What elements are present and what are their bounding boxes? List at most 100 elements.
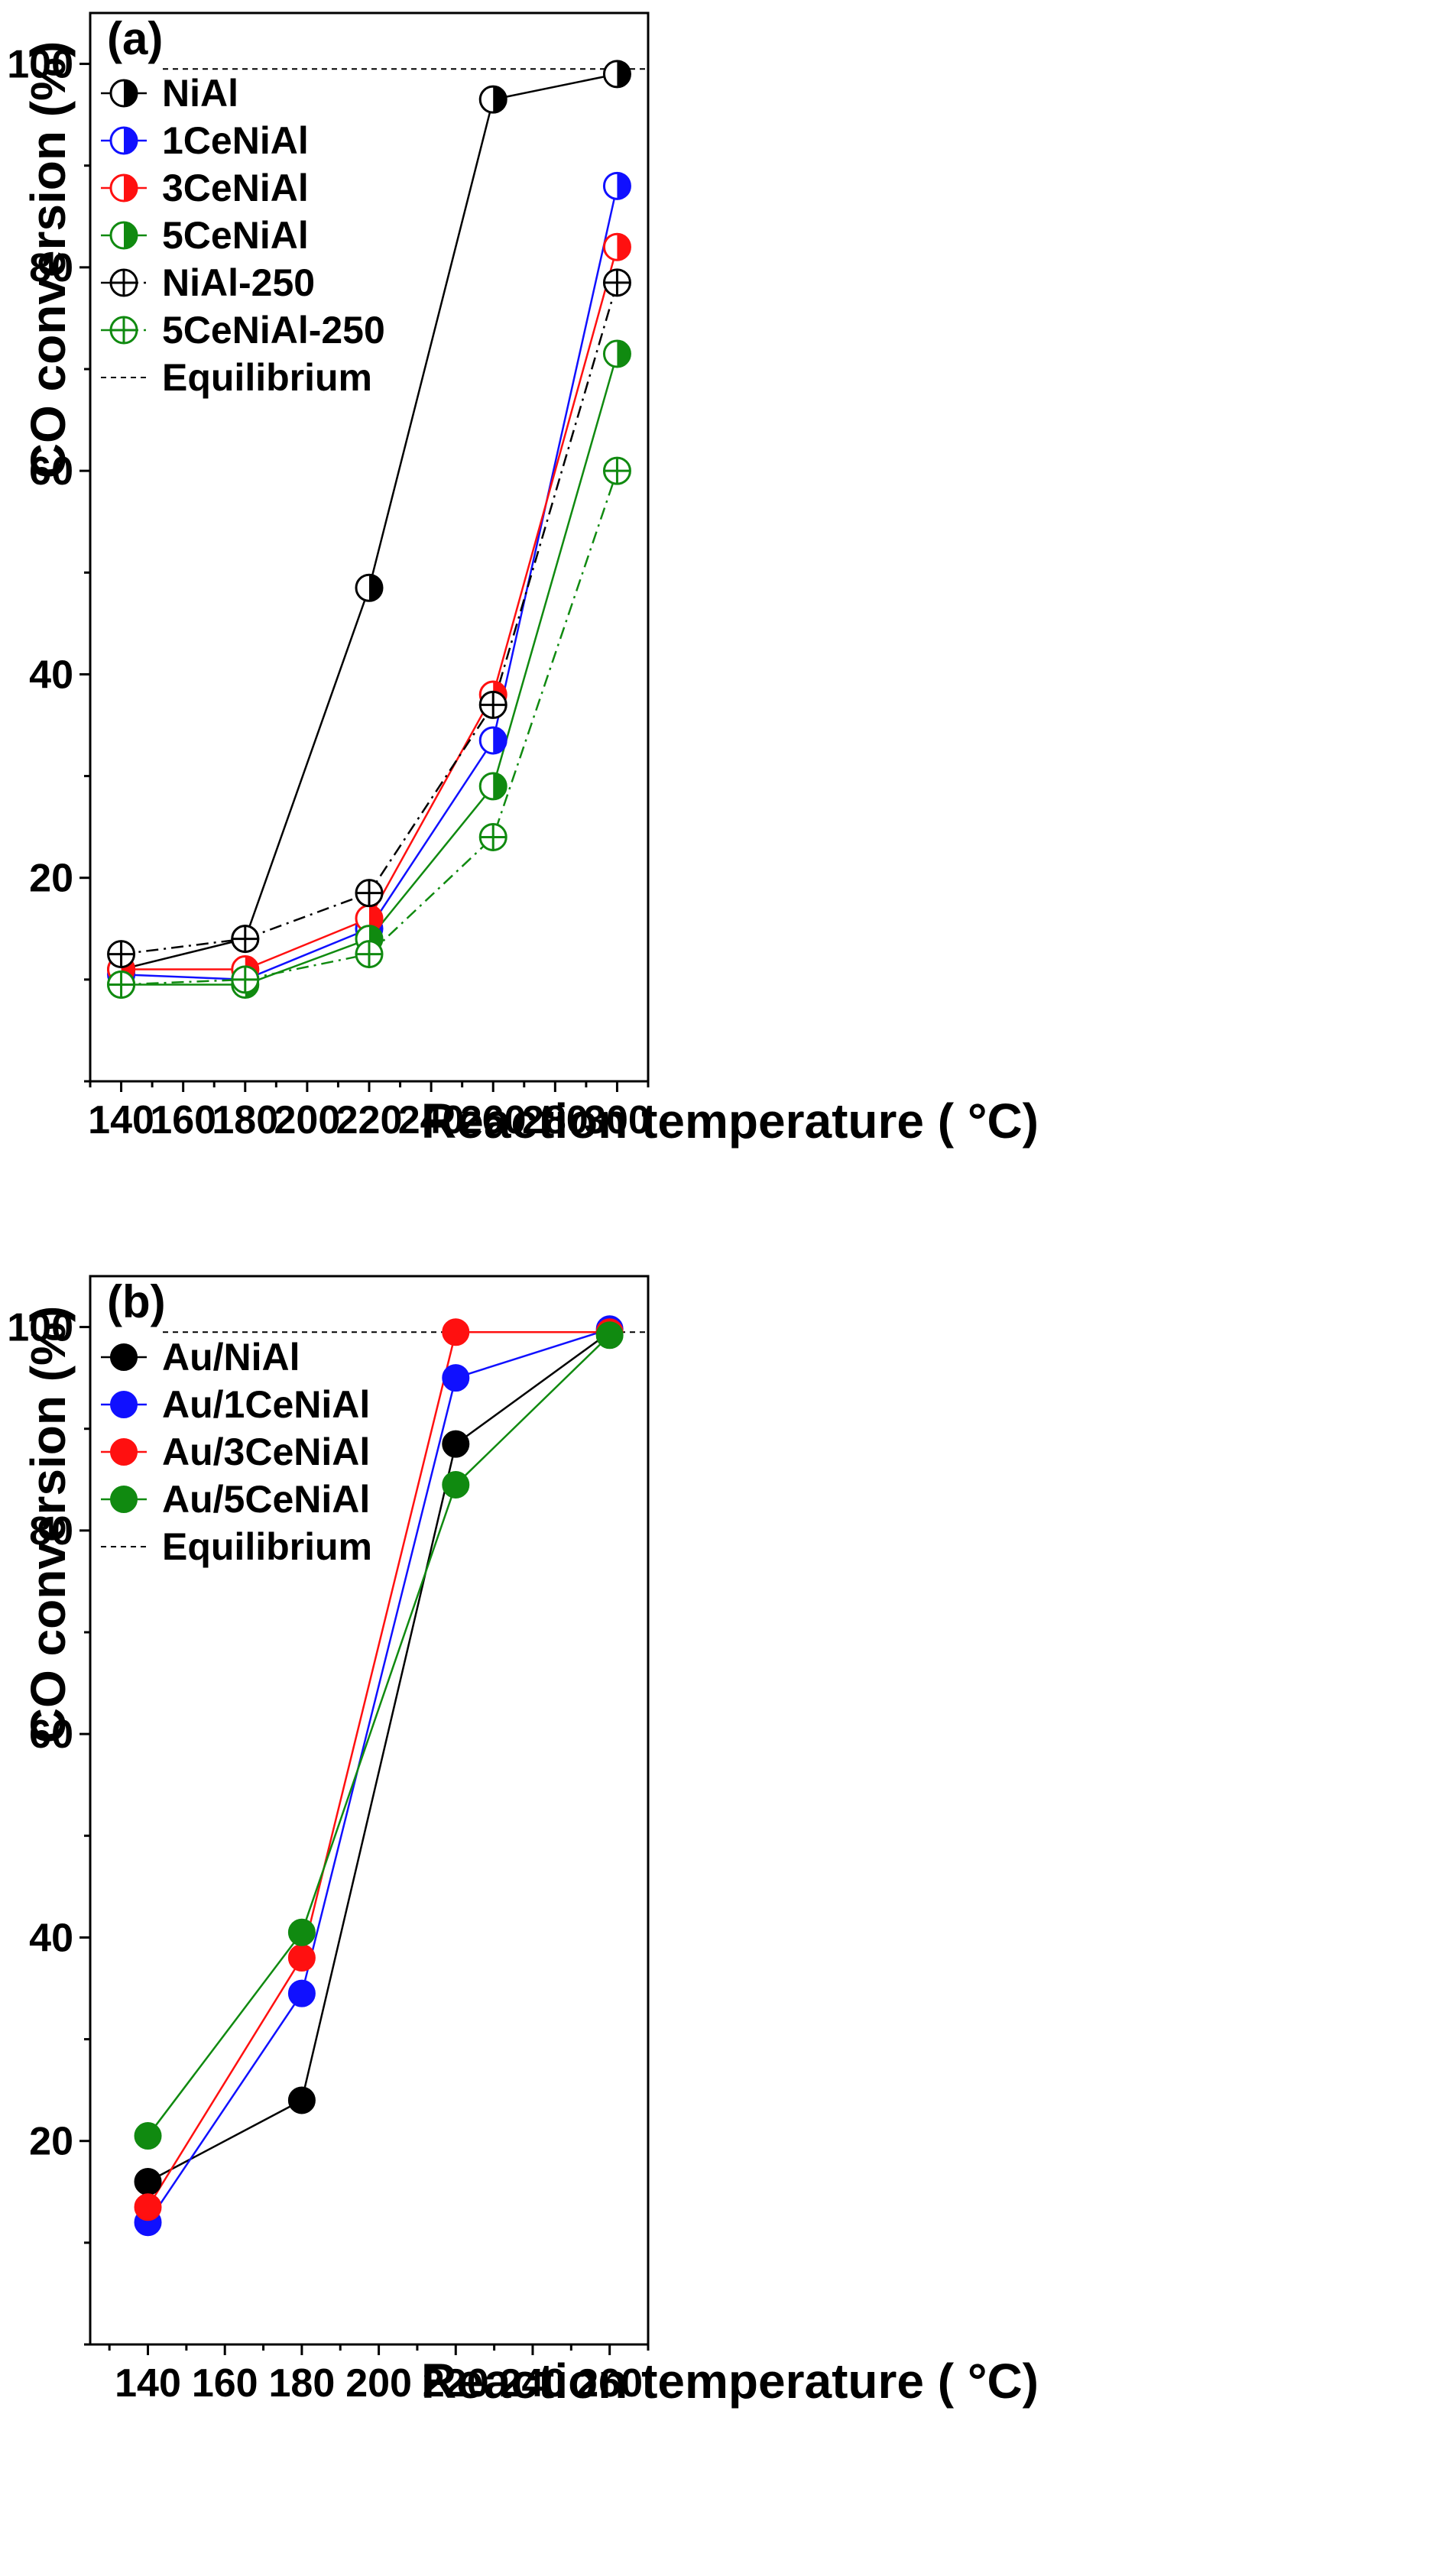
panel-a-y-axis-title: CO conversion (%) xyxy=(21,41,76,479)
panel-b-series-line-au-5cenial xyxy=(147,1334,611,2137)
panel-a-ytick-label-20: 20 xyxy=(29,857,73,901)
panel-a-point-5cenial-300 xyxy=(602,339,631,368)
panel-b-point-au-nial-180 xyxy=(287,2086,316,2114)
panel-b-legend-item-au-3cenial: Au/3CeNiAl xyxy=(101,1431,370,1473)
panel-b-legend-label-au-5cenial: Au/5CeNiAl xyxy=(162,1478,370,1521)
panel-a-xtick-label-160: 160 xyxy=(150,1098,216,1142)
panel-a-xtick-label-140: 140 xyxy=(88,1098,154,1142)
panel-a-point-nial-300 xyxy=(602,60,631,89)
panel-b-legend-label-au-1cenial: Au/1CeNiAl xyxy=(162,1383,370,1426)
legend-marker-au-5cenial xyxy=(110,1486,138,1513)
panel-a-point-nial-250-140 xyxy=(107,940,136,969)
panel-b-legend-item-au-5cenial: Au/5CeNiAl xyxy=(101,1478,370,1521)
panel-b-frame xyxy=(89,1275,650,2346)
panel-a-ytick-label-60: 60 xyxy=(29,449,73,494)
panel-b-point-au-5cenial-220 xyxy=(442,1470,470,1499)
panel-b-point-au-5cenial-180 xyxy=(287,1918,316,1946)
panel-a-point-5cenial-260 xyxy=(478,772,507,801)
legend-marker-au-3cenial xyxy=(110,1438,138,1466)
panel-b-y-axis-title: CO conversion (%) xyxy=(21,1306,76,1744)
panel-a-point-nial-260 xyxy=(478,85,507,114)
panel-b-series-line-au-1cenial xyxy=(147,1328,611,2223)
panel-a-legend-item-equilibrium: Equilibrium xyxy=(101,356,372,399)
panel-b-point-au-3cenial-180 xyxy=(287,1944,316,1972)
panel-b-ytick-label-60: 60 xyxy=(29,1712,73,1757)
panel-b-legend-label-au-3cenial: Au/3CeNiAl xyxy=(162,1431,370,1473)
panel-b-plot-area: 140 160 180 200 220 240 26020406080100Au/NiAlA… xyxy=(7,1275,650,2406)
panel-a-xtick-label-300: 300 xyxy=(584,1098,650,1142)
panel-b-x-axis-title: Reaction temperature ( °C) xyxy=(421,2354,1039,2409)
panel-b-legend-label-equilibrium: Equilibrium xyxy=(162,1525,372,1568)
panel-b-legend-item-equilibrium: Equilibrium xyxy=(101,1525,372,1568)
legend-marker-5cenial xyxy=(109,221,138,250)
panel-b-series-line-au-nial xyxy=(147,1331,611,2183)
panel-a-legend-label-5cenial-250: 5CeNiAl-250 xyxy=(162,309,385,352)
panel-a-legend-label-1cenial: 1CeNiAl xyxy=(162,119,309,162)
legend-marker-nial xyxy=(109,79,138,108)
legend-marker-5cenial-250 xyxy=(109,316,138,345)
panel-a-legend-item-3cenial: 3CeNiAl xyxy=(101,167,309,209)
panel-b-point-au-nial-140 xyxy=(134,2167,162,2195)
legend-marker-au-1cenial xyxy=(110,1391,138,1418)
panel-a-point-nial-250-300 xyxy=(602,268,631,297)
panel-a-point-1cenial-260 xyxy=(478,726,507,755)
panel-b-ytick-label-20: 20 xyxy=(29,2120,73,2164)
panel-a-legend-label-3cenial: 3CeNiAl xyxy=(162,167,309,209)
legend-marker-au-nial xyxy=(110,1343,138,1371)
panel-a-legend-item-5cenial-250: 5CeNiAl-250 xyxy=(101,309,385,352)
panel-a-xtick-label-280: 280 xyxy=(522,1098,589,1142)
panel-a-point-nial-220 xyxy=(355,573,384,602)
panel-b-ytick-label-80: 80 xyxy=(29,1509,73,1554)
panel-a-point-5cenial-250-220 xyxy=(355,940,384,969)
panel-b-xtick-label-140: 140 xyxy=(115,2361,181,2406)
panel-b-xtick-label-160: 160 xyxy=(192,2361,258,2406)
panel-a-ytick-label-100: 100 xyxy=(7,43,73,87)
panel-a-legend-item-5cenial: 5CeNiAl xyxy=(101,214,309,257)
panel-b-ytick-label-40: 40 xyxy=(29,1916,73,1960)
panel-a-point-5cenial-250-140 xyxy=(107,970,136,1000)
panel-a-xtick-label-180: 180 xyxy=(212,1098,278,1142)
panel-a-legend-label-5cenial: 5CeNiAl xyxy=(162,214,309,257)
panel-a-series-line-5cenial-250 xyxy=(121,470,618,986)
panel-a-legend-item-1cenial: 1CeNiAl xyxy=(101,119,309,162)
panel-a-point-nial-250-220 xyxy=(355,879,384,908)
panel-a-legend-item-nial-250: NiAl-250 xyxy=(101,261,315,304)
panel-b-point-au-5cenial-140 xyxy=(134,2122,162,2150)
panel-a-xtick-label-220: 220 xyxy=(336,1098,403,1142)
panel-a: (a) 140160180200220240260280300204060801… xyxy=(7,11,1039,1149)
panel-a-ytick-label-40: 40 xyxy=(29,653,73,697)
panel-b-xtick-label-260: 260 xyxy=(576,2361,643,2406)
legend-marker-3cenial xyxy=(109,173,138,203)
panel-b: (b) 140 160 180 200 220 240 260 20 40 60 80 100 Au/N… xyxy=(7,1275,1039,2409)
panel-b-xtick-label-240: 240 xyxy=(500,2361,566,2406)
panel-a-xtick-label-240: 240 xyxy=(398,1098,465,1142)
panel-b-legend-item-au-1cenial: Au/1CeNiAl xyxy=(101,1383,370,1426)
panel-b-label: (b) xyxy=(107,1276,166,1327)
panel-a-legend-label-nial: NiAl xyxy=(162,72,238,115)
panel-b-point-au-1cenial-180 xyxy=(287,1979,316,2007)
panel-b-xtick-label-220: 220 xyxy=(423,2361,489,2406)
panel-a-point-3cenial-300 xyxy=(602,232,631,261)
panel-a-xtick-label-200: 200 xyxy=(274,1098,341,1142)
legend-marker-nial-250 xyxy=(109,268,138,297)
panel-a-point-5cenial-250-260 xyxy=(478,822,507,851)
panel-b-point-au-nial-220 xyxy=(442,1430,470,1458)
panel-b-xtick-label-180: 180 xyxy=(269,2361,336,2406)
panel-a-point-5cenial-250-300 xyxy=(602,456,631,485)
panel-b-series-line-au-3cenial xyxy=(147,1330,610,2208)
panel-a-point-5cenial-250-180 xyxy=(231,965,260,994)
panel-a-xtick-label-260: 260 xyxy=(460,1098,527,1142)
panel-a-point-nial-250-260 xyxy=(478,690,507,719)
panel-b-legend-item-au-nial: Au/NiAl xyxy=(101,1336,300,1379)
panel-a-point-nial-250-180 xyxy=(231,925,260,954)
panel-a-ytick-label-80: 80 xyxy=(29,246,73,290)
panel-a-legend-label-equilibrium: Equilibrium xyxy=(162,356,372,399)
panel-a-x-axis-title: Reaction temperature ( °C) xyxy=(421,1094,1039,1149)
panel-a-legend-label-nial-250: NiAl-250 xyxy=(162,261,315,304)
panel-b-point-au-5cenial-260 xyxy=(595,1321,624,1350)
panel-b-ytick-label-100: 100 xyxy=(7,1306,73,1350)
